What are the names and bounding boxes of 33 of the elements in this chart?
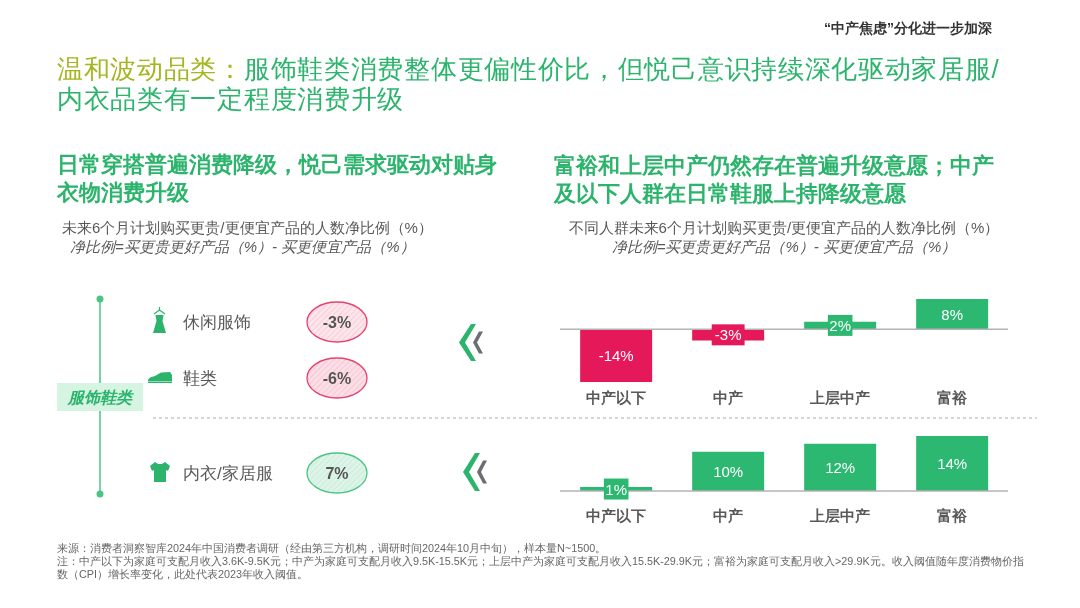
- category-label: 休闲服饰: [183, 312, 251, 332]
- data-label: 10%: [713, 462, 744, 480]
- data-label: 14%: [937, 455, 968, 472]
- data-label: -6%: [322, 369, 352, 387]
- x-tick-label: 富裕: [937, 506, 968, 524]
- data-label: 7%: [325, 464, 349, 482]
- data-label: -14%: [598, 347, 634, 365]
- x-tick-label: 中产以下: [586, 388, 646, 406]
- category-label: 内衣/家居服: [183, 463, 273, 483]
- source-note: 来源：消费者洞察智库2024年中国消费者调研（经由第三方机构，调研时间2024年10月中旬），样本量N~1500。: [57, 542, 608, 555]
- data-label: -3%: [322, 313, 352, 331]
- x-tick-label: 上层中产: [809, 388, 870, 406]
- chart-title: 富裕和上层中产仍然存在普遍升级意愿；中产及以下人群在日常鞋服上持降级意愿: [554, 152, 995, 208]
- text: 温和波动品类：服饰鞋类消费整体更偏性价比，但悦己意识持续深化驱动家居服/内衣品类有一定程度消费升级: [57, 54, 1001, 114]
- text: 服饰鞋类: [67, 388, 134, 406]
- data-label: 1%: [605, 480, 627, 498]
- chart-subtitle: 不同人群未来6个月计划购买更贵/更便宜产品的人数净比例（%）: [567, 219, 1001, 237]
- text: 净比例=买更贵更好产品（%）- 买更便宜产品（%）: [610, 238, 958, 256]
- data-label: -3%: [714, 326, 742, 344]
- x-tick-label: 上层中产: [809, 506, 870, 524]
- text: 注：中产以下为家庭可支配月收入3.6K-9.5K元；中产为家庭可支配月收入9.5K-15.5K元；上层中产为家庭可支配月收入15.5K-29.9K元；富裕为家庭可支配月收入>29.9K元。收入阈值随年度消费物价指数（CPI）增长率变化，此处代表2023年收入阈值。: [57, 555, 1025, 581]
- data-label: 12%: [825, 458, 856, 476]
- x-tick-label: 富裕: [937, 388, 968, 406]
- text: “中产焦虑”分化进一步加深: [824, 19, 992, 37]
- text: 净比例=买更贵更好产品（%）- 买更便宜产品（%）: [70, 238, 415, 256]
- x-tick-label: 中产: [713, 388, 743, 406]
- x-tick-label: 中产以下: [586, 506, 646, 524]
- data-label: 2%: [829, 316, 851, 334]
- x-tick-label: 中产: [713, 506, 743, 524]
- text: 未来6个月计划购买更贵/更便宜产品的人数净比例（%）: [62, 219, 433, 237]
- category-label: 鞋类: [183, 368, 217, 388]
- data-label: 8%: [941, 305, 963, 323]
- text: 日常穿搭普遍消费降级，悦己需求驱动对贴身衣物消费升级: [57, 151, 498, 207]
